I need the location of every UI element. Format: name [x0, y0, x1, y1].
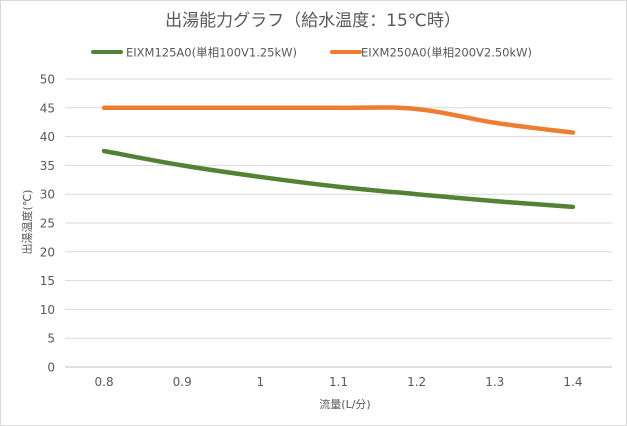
series-line-1	[101, 148, 576, 210]
y-tick-label: 20	[40, 245, 55, 259]
x-tick-label: 0.8	[95, 375, 114, 389]
series-line-2	[101, 105, 576, 135]
x-axis-label: 流量(L/分)	[319, 397, 370, 411]
y-tick-label: 10	[40, 303, 55, 317]
y-tick-label: 0	[47, 361, 55, 375]
x-tick-label: 1.2	[407, 375, 426, 389]
legend: EIXM125A0(単相100V1.25kW) EIXM250A0(単相200V…	[91, 46, 532, 60]
x-tick-label: 0.9	[173, 375, 192, 389]
y-tick-label: 5	[47, 332, 55, 346]
y-tick-label: 35	[40, 159, 55, 173]
gridlines	[65, 78, 612, 368]
y-tick-label: 15	[40, 274, 55, 288]
x-tick-label: 1.3	[485, 375, 504, 389]
y-tick-label: 30	[40, 188, 55, 202]
y-tick-label: 25	[40, 217, 55, 231]
chart-title: 出湯能力グラフ（給水温度：15℃時）	[165, 11, 461, 31]
legend-label-series-1: EIXM125A0(単相100V1.25kW)	[126, 46, 297, 60]
x-axis-ticks: 0.8 0.9 1 1.1 1.2 1.3 1.4	[95, 375, 583, 389]
y-axis-ticks: 0 5 10 15 20 25 30 35 40 45 50	[40, 73, 55, 375]
legend-label-series-2: EIXM250A0(単相200V2.50kW)	[361, 46, 532, 60]
x-tick-label: 1.4	[563, 375, 582, 389]
x-tick-label: 1.1	[329, 375, 348, 389]
y-axis-label: 出湯温度(℃)	[20, 190, 34, 255]
y-tick-label: 40	[40, 130, 55, 144]
series-lines	[101, 105, 576, 210]
x-tick-label: 1	[257, 375, 265, 389]
y-tick-label: 50	[40, 73, 55, 87]
y-tick-label: 45	[40, 101, 55, 115]
